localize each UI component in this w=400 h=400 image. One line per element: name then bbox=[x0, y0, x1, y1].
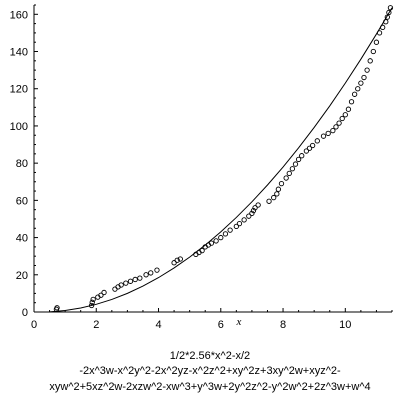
data-point bbox=[174, 257, 180, 263]
data-point bbox=[118, 282, 124, 288]
data-point bbox=[148, 270, 154, 276]
data-point bbox=[250, 207, 257, 214]
data-point bbox=[89, 299, 95, 305]
data-point bbox=[339, 115, 345, 122]
data-point bbox=[386, 9, 392, 16]
data-point bbox=[177, 256, 183, 262]
data-point bbox=[252, 205, 258, 211]
data-point bbox=[143, 272, 149, 278]
data-point bbox=[295, 156, 302, 163]
x-tick-label: 8 bbox=[280, 319, 286, 331]
data-point bbox=[367, 58, 373, 64]
data-point bbox=[355, 86, 361, 92]
y-tick-label: 60 bbox=[16, 195, 28, 207]
x-tick-label: 2 bbox=[93, 319, 99, 331]
data-point bbox=[336, 120, 342, 126]
data-point bbox=[271, 194, 277, 201]
caption-line-2: -2x^3w-x^2y^2-2x^2yz-x^2z^2+xy^2z+3xy^2w… bbox=[79, 365, 341, 377]
data-point bbox=[112, 286, 118, 292]
data-point bbox=[123, 280, 129, 286]
data-point bbox=[342, 112, 348, 118]
data-point bbox=[325, 130, 331, 137]
data-point bbox=[132, 276, 138, 283]
data-point bbox=[286, 170, 292, 177]
y-tick-label: 120 bbox=[10, 84, 28, 96]
points-layer bbox=[53, 5, 394, 312]
data-point bbox=[306, 145, 313, 151]
data-point bbox=[370, 48, 376, 55]
data-point bbox=[283, 175, 289, 181]
data-point bbox=[246, 213, 252, 219]
data-point bbox=[358, 80, 364, 86]
data-point bbox=[373, 39, 380, 45]
x-axis-title: x bbox=[236, 316, 242, 328]
data-point bbox=[233, 223, 240, 230]
data-point bbox=[299, 153, 305, 159]
data-point bbox=[90, 296, 96, 302]
data-point bbox=[101, 289, 107, 296]
data-point bbox=[351, 91, 358, 97]
y-tick-label: 20 bbox=[16, 270, 28, 282]
data-point bbox=[333, 124, 339, 130]
data-point bbox=[54, 305, 60, 311]
data-point bbox=[249, 210, 255, 217]
caption-line-1: 1/2*2.56*x^2-x/2 bbox=[170, 350, 250, 362]
data-point bbox=[218, 234, 224, 241]
data-point bbox=[380, 24, 386, 30]
data-point bbox=[127, 278, 134, 284]
curve-layer bbox=[33, 7, 393, 313]
x-tick-label: 4 bbox=[155, 319, 161, 331]
x-tick-label: 6 bbox=[218, 319, 224, 331]
data-point bbox=[384, 14, 390, 20]
x-tick-label: 0 bbox=[31, 319, 37, 331]
data-point bbox=[303, 148, 310, 154]
data-point bbox=[236, 220, 243, 227]
data-point bbox=[387, 5, 394, 11]
data-point bbox=[348, 99, 355, 105]
x-tick-label: 10 bbox=[339, 319, 351, 331]
data-point bbox=[266, 198, 272, 204]
data-point bbox=[292, 161, 299, 167]
data-point bbox=[199, 247, 205, 254]
data-point bbox=[314, 138, 320, 144]
data-point bbox=[222, 231, 229, 237]
data-point bbox=[309, 142, 316, 149]
data-point bbox=[98, 292, 104, 298]
data-point bbox=[278, 180, 285, 187]
data-point bbox=[330, 127, 336, 134]
data-point bbox=[255, 202, 261, 208]
data-point bbox=[275, 186, 282, 192]
data-point bbox=[154, 267, 160, 273]
data-point bbox=[383, 19, 389, 25]
y-tick-label: 160 bbox=[10, 9, 28, 21]
data-point bbox=[227, 227, 233, 233]
y-tick-label: 40 bbox=[16, 233, 28, 245]
model-curve bbox=[33, 7, 393, 313]
data-point bbox=[88, 302, 95, 309]
data-point bbox=[361, 74, 367, 81]
data-point bbox=[208, 240, 215, 246]
data-point bbox=[241, 217, 247, 223]
y-tick-label: 0 bbox=[22, 307, 28, 319]
y-tick-label: 80 bbox=[16, 158, 28, 170]
data-point bbox=[213, 238, 219, 244]
data-point bbox=[320, 133, 327, 139]
data-point bbox=[137, 275, 143, 281]
caption-line-3: xyw^2+5xz^2w-2xzw^2-xw^3+y^3w+2y^2z^2-y^… bbox=[49, 381, 370, 393]
data-point bbox=[364, 67, 370, 73]
data-point bbox=[289, 166, 296, 172]
data-point bbox=[345, 106, 352, 112]
y-tick-label: 100 bbox=[10, 121, 28, 133]
y-tick-label: 140 bbox=[10, 47, 28, 59]
data-point bbox=[274, 191, 280, 197]
data-point bbox=[376, 30, 383, 36]
